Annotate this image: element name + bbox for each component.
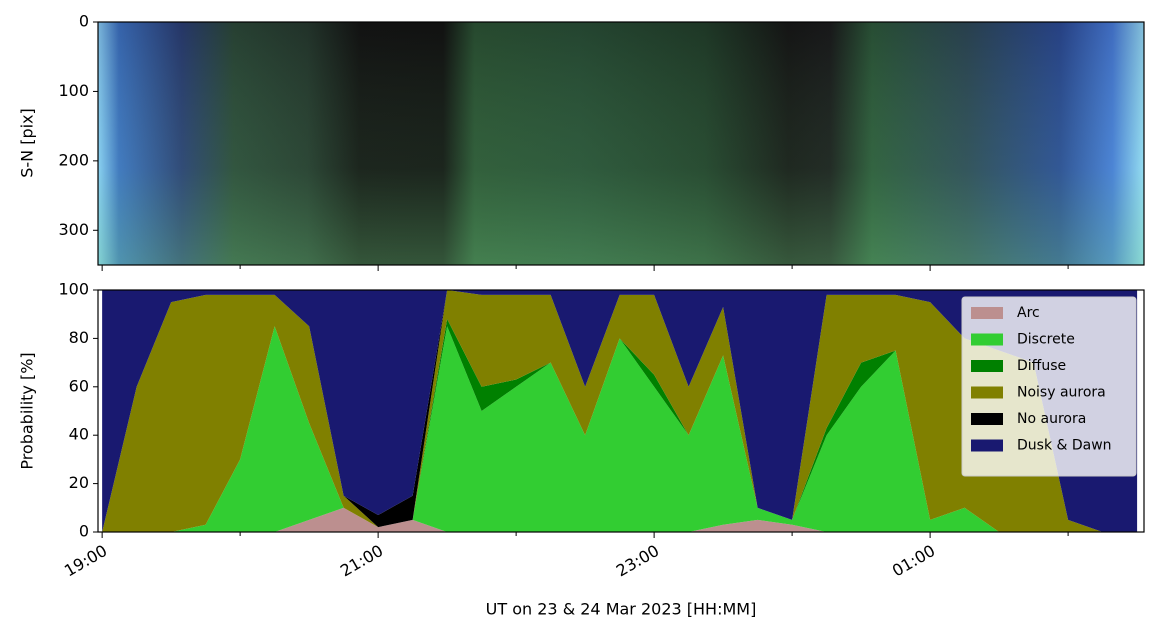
x-tick-label: 19:00 — [61, 541, 110, 581]
legend-swatch — [971, 333, 1003, 346]
x-axis-label: UT on 23 & 24 Mar 2023 [HH:MM] — [486, 600, 757, 619]
y-tick-label: 0 — [79, 522, 89, 541]
legend-swatch — [971, 439, 1003, 452]
area — [102, 290, 1138, 532]
legend-label: Dusk & Dawn — [1017, 438, 1112, 454]
legend: Arc Discrete Diffuse Noisy aurora No aurora D… — [961, 296, 1137, 477]
legend-label: Noisy aurora — [1017, 385, 1106, 401]
plot-area — [102, 290, 1138, 532]
axes-frame — [97, 21, 1145, 266]
legend-swatch — [971, 413, 1003, 425]
keogram-shading — [98, 22, 1144, 265]
y-axis-label: S-N [pix] — [18, 108, 37, 178]
x-tick-label: 23:00 — [613, 541, 662, 581]
legend-label: Diffuse — [1017, 358, 1066, 374]
legend-label: Arc — [1017, 305, 1040, 321]
y-tick-label: 80 — [69, 328, 89, 347]
area — [102, 290, 1138, 532]
legend-box — [961, 296, 1137, 477]
probability-panel: Probability [%] UT on 23 & 24 Mar 2023 [… — [18, 280, 1145, 619]
y-tick-label: 60 — [69, 376, 89, 395]
y-tick-label: 40 — [69, 425, 89, 444]
y-tick-label: 20 — [69, 473, 89, 492]
legend-swatch — [971, 307, 1003, 319]
y-axis-label: Probability [%] — [18, 352, 37, 469]
legend-label: No aurora — [1017, 411, 1086, 427]
x-tick-label: 01:00 — [889, 541, 938, 581]
area — [102, 326, 1138, 532]
y-tick-label: 300 — [58, 220, 89, 239]
legend-label: Discrete — [1017, 332, 1075, 348]
y-tick-label: 0 — [79, 12, 89, 31]
axes-frame — [97, 289, 1145, 533]
y-tick-label: 200 — [58, 150, 89, 169]
legend-swatch — [971, 360, 1003, 372]
x-tick-label: 21:00 — [337, 541, 386, 581]
y-tick-label: 100 — [58, 280, 89, 299]
y-tick-label: 100 — [58, 81, 89, 100]
keogram-panel: S-N [pix] 0 100 200 300 — [18, 12, 1145, 271]
area — [102, 507, 1138, 532]
legend-swatch — [971, 386, 1003, 399]
